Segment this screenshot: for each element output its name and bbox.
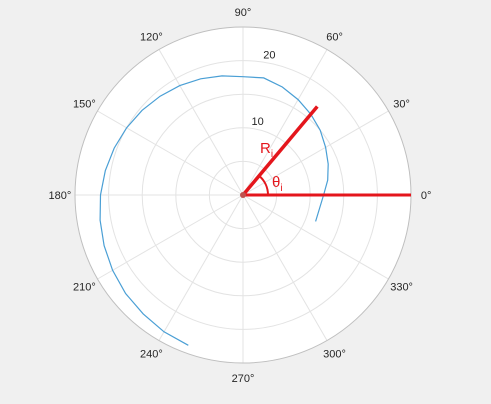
data-series [99,75,329,346]
r-tick-label: 20 [263,50,275,62]
grid-spoke [242,194,389,280]
grid-spoke [158,194,244,341]
grid-spoke [242,110,389,196]
theta-tick-label: 30° [393,98,410,110]
theta-tick-label: 150° [73,98,96,110]
grid-spoke [97,110,244,196]
radius-label: Ri [260,140,273,160]
radius-ray [241,105,319,197]
theta-tick-label: 210° [73,282,96,294]
spiral-series-line [99,75,329,346]
theta-tick-labels: 0° 30° 60° 90° 120° 150° 180° 210° 240° 270° 300° 3… [48,7,431,385]
grid-spoke [158,49,244,196]
theta-tick-label: 330° [390,282,413,294]
grid-spoke [97,194,244,280]
theta-tick-label: 240° [140,349,163,361]
r-tick-label: 10 [252,116,264,128]
grid-spoke [242,194,328,341]
theta-tick-label: 90° [235,7,252,19]
annotations: Ri θi [240,105,411,198]
angle-label: θi [272,174,283,194]
grid-spoke [242,49,328,196]
theta-tick-label: 120° [140,31,163,43]
theta-tick-label: 60° [326,31,343,43]
theta-tick-label: 180° [48,190,71,202]
origin-dot [240,192,246,198]
theta-tick-label: 270° [232,373,255,385]
theta-tick-label: 0° [421,190,432,202]
angle-arc [258,175,270,196]
r-tick-labels: 10 20 [252,50,276,128]
theta-tick-label: 300° [323,349,346,361]
